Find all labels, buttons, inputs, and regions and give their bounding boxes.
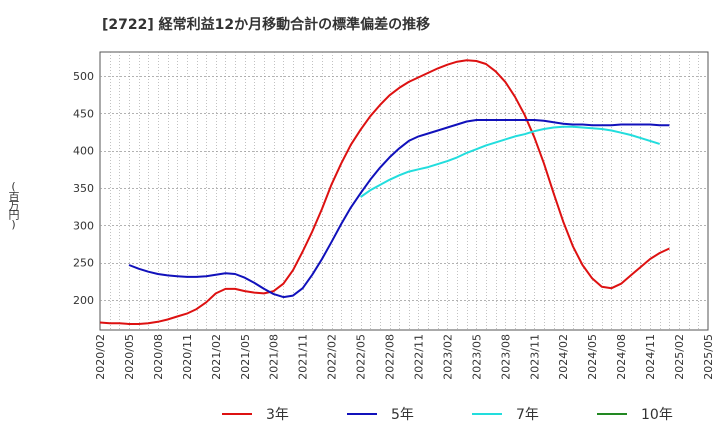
legend-label: 5年 [391,407,414,423]
legend-item: 10年 [597,404,720,424]
x-tick-label: 2022/05 [355,334,368,380]
x-tick-label: 2023/11 [528,334,541,380]
x-tick-label: 2024/02 [557,334,570,380]
x-tick-label: 2024/08 [615,334,628,380]
legend-label: 7年 [516,407,539,423]
x-tick-label: 2021/11 [297,334,310,380]
x-tick-label: 2023/08 [499,334,512,380]
y-tick-label: 250 [73,257,94,270]
legend-item: 7年 [472,404,597,424]
x-tick-label: 2024/05 [586,334,599,380]
series-line-7年 [360,125,660,198]
legend-label: 3年 [266,407,289,423]
series-line-3年 [99,59,670,325]
legend-item: 3年 [222,404,347,424]
x-tick-label: 2021/05 [239,334,252,380]
y-tick-label: 350 [73,182,94,195]
legend-swatch [222,413,252,415]
series-line-5年 [128,119,670,299]
x-tick-label: 2020/05 [123,334,136,380]
x-tick-label: 2020/11 [181,334,194,380]
x-tick-label: 2025/02 [673,334,686,380]
x-tick-label: 2022/11 [412,334,425,380]
x-tick-label: 2023/02 [441,334,454,380]
plot-area [99,51,709,331]
x-tick-label: 2022/08 [384,334,397,380]
y-tick-label: 200 [73,294,94,307]
y-tick-label: 500 [73,70,94,83]
legend-swatch [472,413,502,415]
y-axis-label: (百万円) [7,180,20,229]
x-tick-label: 2022/02 [326,334,339,380]
legend-label: 10年 [641,407,673,423]
x-tick-label: 2021/02 [210,334,223,380]
x-tick-label: 2025/05 [702,334,715,380]
legend-swatch [597,413,627,415]
y-tick-label: 300 [73,219,94,232]
x-tick-label: 2024/11 [644,334,657,380]
x-tick-label: 2021/08 [268,334,281,380]
y-tick-label: 400 [73,145,94,158]
x-tick-label: 2023/05 [470,334,483,380]
x-tick-label: 2020/02 [94,334,107,380]
x-tick-label: 2020/08 [152,334,165,380]
y-tick-label: 450 [73,107,94,120]
chart-title: [2722] 経常利益12か月移動合計の標準偏差の推移 [102,17,431,33]
legend-swatch [347,413,377,415]
legend: 3年 5年 7年 10年 [222,404,720,424]
legend-item: 5年 [347,404,472,424]
